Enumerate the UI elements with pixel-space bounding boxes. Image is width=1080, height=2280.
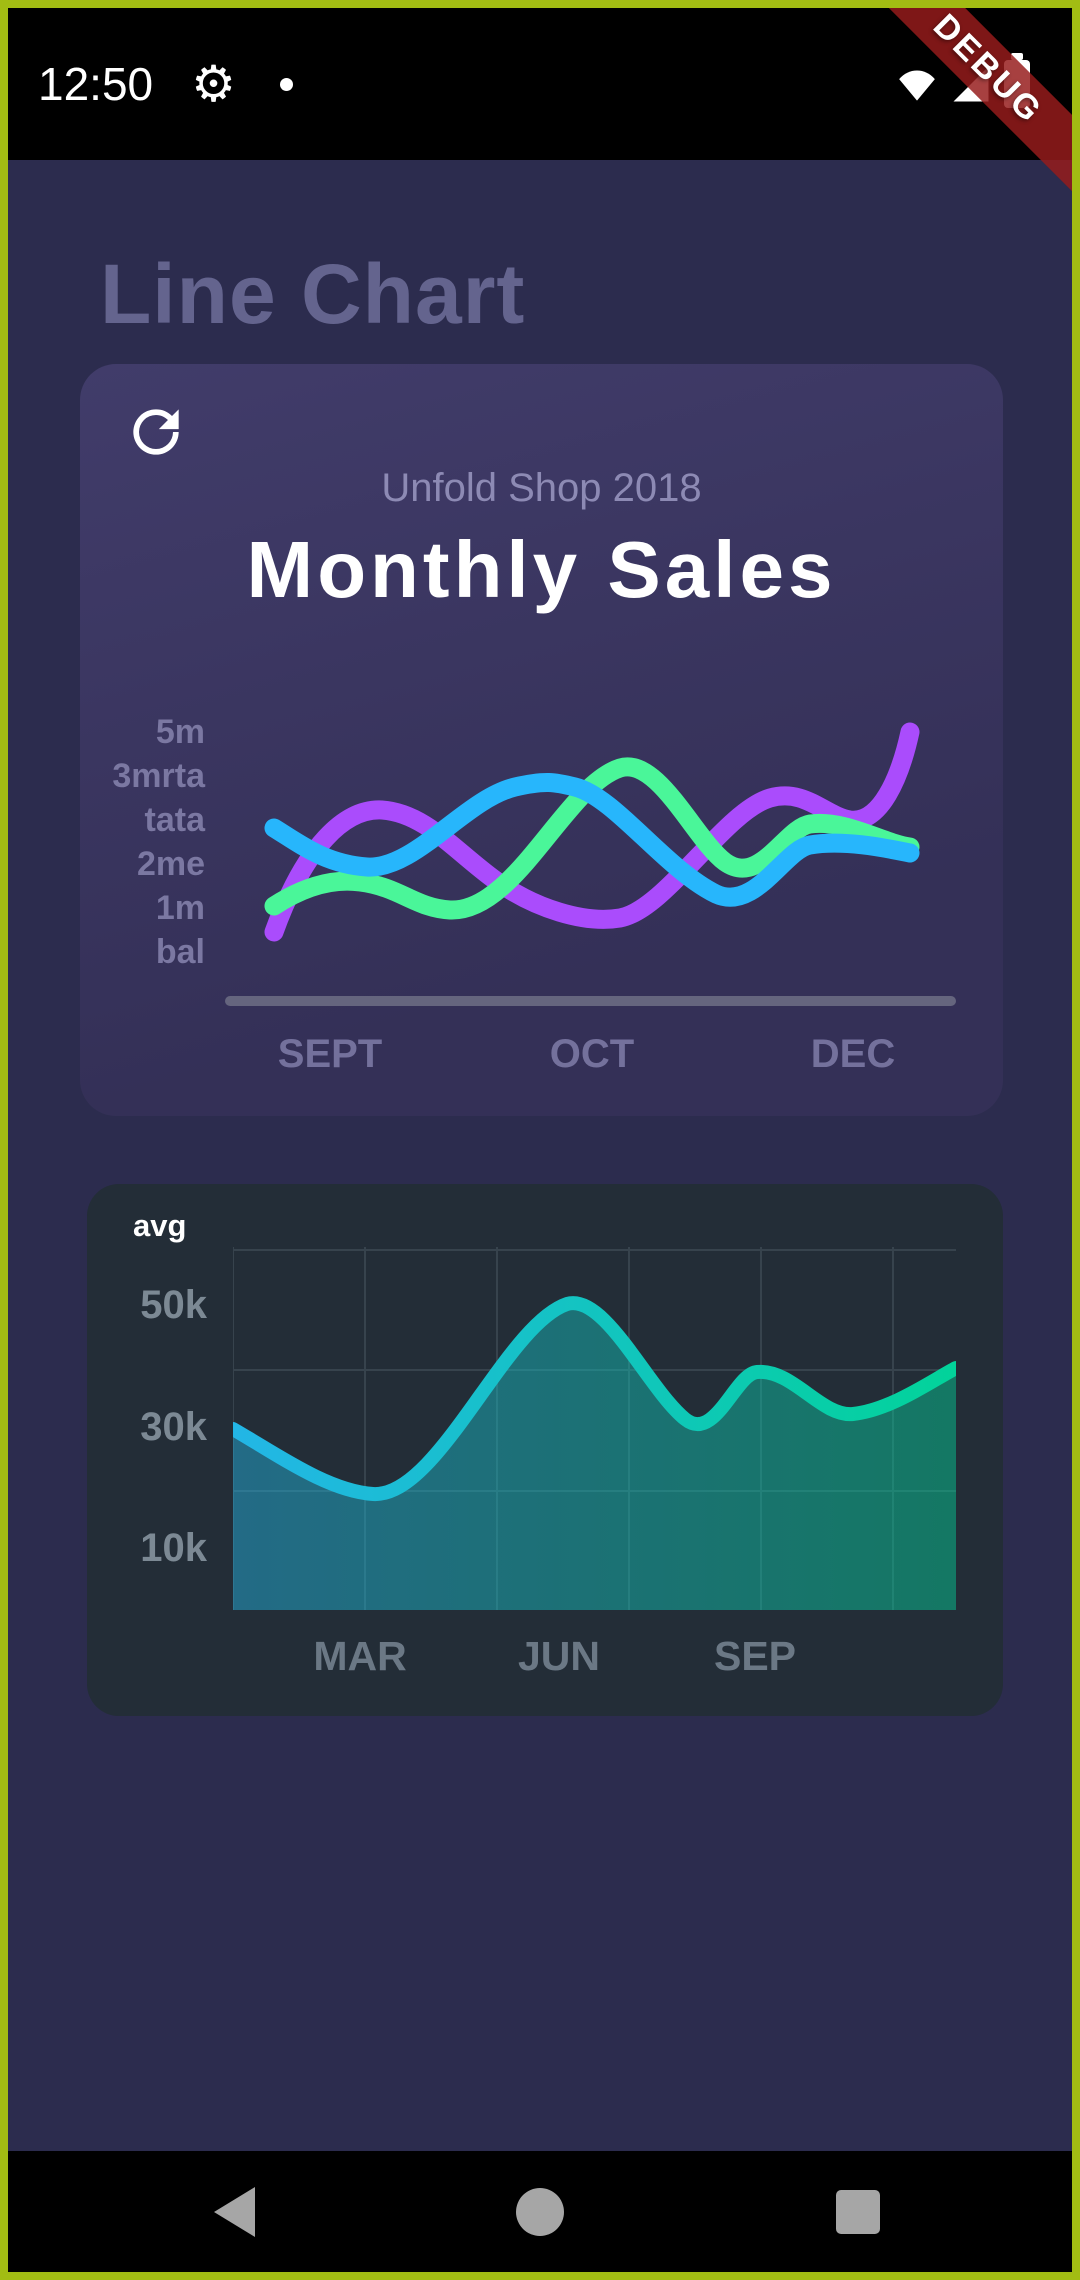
- area-fill: [233, 1303, 956, 1610]
- area-chart-canvas[interactable]: [233, 1247, 956, 1610]
- app-body: Line Chart Unfold Shop 2018 Monthly Sale…: [8, 160, 1072, 2151]
- y-axis-label: 5m: [155, 713, 205, 751]
- line-series-green: [264, 757, 920, 920]
- refresh-button[interactable]: [122, 398, 190, 466]
- x-axis-label: MAR: [313, 1633, 407, 1679]
- x-axis-label: SEP: [713, 1633, 797, 1679]
- y-axis-label: 30k: [140, 1405, 207, 1449]
- x-axis-label: SEPT: [277, 1032, 383, 1076]
- x-axis-label: DEC: [810, 1032, 896, 1076]
- y-axis-label: 1m: [155, 889, 205, 927]
- y-axis-label: 50k: [140, 1283, 207, 1327]
- y-axis-label: bal: [155, 933, 205, 971]
- page-title: Line Chart: [100, 247, 526, 341]
- back-icon[interactable]: [214, 2186, 255, 2237]
- notification-dot: [279, 77, 293, 91]
- line-series-blue: [264, 773, 920, 907]
- status-bar: 12:50 ⚙: [8, 8, 1072, 160]
- sales-card-title: Monthly Sales: [246, 525, 837, 614]
- clock: 12:50: [38, 58, 154, 110]
- sales-y-axis-labels: 5m 3mrta tata 2me 1m bal: [95, 710, 205, 974]
- recents-icon[interactable]: [836, 2189, 880, 2234]
- x-axis-label: JUN: [517, 1633, 601, 1679]
- home-icon[interactable]: [516, 2187, 564, 2236]
- avg-line-series: [233, 1296, 956, 1501]
- settings-gear-icon: ⚙: [191, 56, 236, 112]
- x-axis-label: OCT: [549, 1032, 635, 1076]
- refresh-icon: [133, 409, 179, 455]
- wifi-icon: [899, 70, 935, 101]
- navigation-bar: [8, 2151, 1072, 2272]
- y-axis-label: 10k: [140, 1526, 207, 1570]
- y-axis-label: 2me: [136, 845, 205, 883]
- y-axis-label: tata: [144, 801, 205, 839]
- avg-label: avg: [133, 1208, 187, 1243]
- monthly-sales-card: Unfold Shop 2018 Monthly Sales 5m 3mrta …: [80, 364, 1003, 1116]
- x-axis-line: [225, 996, 956, 1006]
- y-axis-label: 3mrta: [112, 757, 205, 795]
- line-chart-canvas[interactable]: [260, 716, 920, 966]
- avg-chart-card: avg 50k 30k 10k: [87, 1184, 1003, 1716]
- sales-card-subtitle: Unfold Shop 2018: [381, 466, 702, 510]
